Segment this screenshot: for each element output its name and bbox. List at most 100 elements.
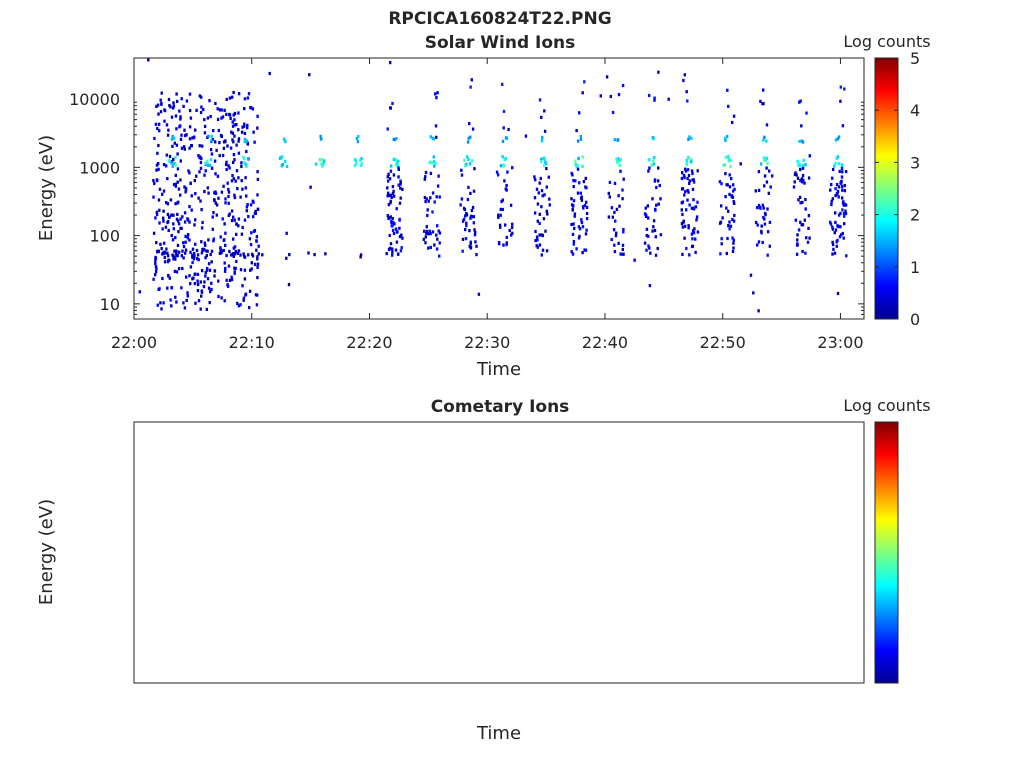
heatmap-cell <box>220 251 223 255</box>
heatmap-cell <box>473 228 476 232</box>
heatmap-cell <box>233 193 236 197</box>
heatmap-cell <box>226 144 229 148</box>
heatmap-cell <box>360 163 363 168</box>
heatmap-cell <box>763 135 766 139</box>
heatmap-cell <box>218 108 222 112</box>
heatmap-cell <box>687 156 691 160</box>
heatmap-cell <box>424 235 427 239</box>
heatmap-cell <box>794 171 797 175</box>
heatmap-cell <box>231 120 234 124</box>
heatmap-cell <box>687 173 691 178</box>
heatmap-cell <box>210 281 213 285</box>
heatmap-cell <box>843 202 846 206</box>
heatmap-cell <box>400 233 403 237</box>
heatmap-cell <box>256 257 259 261</box>
heatmap-cell <box>233 245 237 249</box>
heatmap-cell <box>844 211 848 216</box>
heatmap-cell <box>180 146 184 150</box>
heatmap-cell <box>171 106 175 110</box>
heatmap-cell <box>211 138 214 142</box>
heatmap-cell <box>188 205 191 209</box>
heatmap-cell <box>653 178 657 182</box>
heatmap-cell <box>572 242 575 246</box>
heatmap-cell <box>225 253 228 258</box>
heatmap-cell <box>796 233 799 237</box>
heatmap-cell <box>680 201 683 205</box>
heatmap-cell <box>176 254 179 258</box>
heatmap-cell <box>200 156 203 161</box>
heatmap-cell <box>284 139 287 143</box>
heatmap-cell <box>832 167 835 172</box>
heatmap-cell <box>199 166 203 170</box>
heatmap-cell <box>578 181 581 185</box>
heatmap-cell <box>652 219 656 223</box>
heatmap-cell <box>173 256 176 260</box>
heatmap-cell <box>838 169 841 173</box>
heatmap-cell <box>438 241 441 245</box>
heatmap-cell <box>162 219 165 223</box>
heatmap-cell <box>571 252 575 256</box>
heatmap-cell <box>160 91 163 95</box>
heatmap-cell <box>511 166 514 170</box>
heatmap-cell <box>256 170 259 174</box>
heatmap-cell <box>502 164 505 168</box>
heatmap-cell <box>508 228 511 233</box>
heatmap-cell <box>422 237 425 241</box>
heatmap-cell <box>386 214 389 218</box>
heatmap-cell <box>533 175 536 179</box>
heatmap-cell <box>693 227 696 231</box>
heatmap-cell <box>726 134 729 139</box>
panel-title: Cometary Ions <box>431 397 570 417</box>
heatmap-cell <box>425 229 429 233</box>
heatmap-cell <box>794 218 797 222</box>
heatmap-cell <box>795 243 799 247</box>
heatmap-cell <box>154 216 157 220</box>
heatmap-cell <box>762 102 765 106</box>
heatmap-cell <box>502 243 505 247</box>
heatmap-cell <box>253 140 256 144</box>
heatmap-cell <box>224 243 227 247</box>
heatmap-cell <box>245 139 249 143</box>
heatmap-cell <box>230 277 234 282</box>
heatmap-cell <box>319 158 323 162</box>
heatmap-cell <box>324 252 327 256</box>
heatmap-cell <box>388 246 392 250</box>
heatmap-cell <box>759 99 762 103</box>
heatmap-cell <box>237 137 241 141</box>
heatmap-cell <box>232 215 235 219</box>
heatmap-cell <box>207 163 210 168</box>
heatmap-cell <box>732 200 735 204</box>
heatmap-cell <box>544 162 548 166</box>
heatmap-cell <box>650 163 653 167</box>
heatmap-cell <box>645 248 648 252</box>
heatmap-cell <box>585 217 589 221</box>
heatmap-cell <box>159 98 162 102</box>
heatmap-cell <box>227 213 230 217</box>
heatmap-cell <box>219 248 222 252</box>
heatmap-cell <box>572 199 576 203</box>
heatmap-cell <box>761 203 765 207</box>
heatmap-cell <box>168 258 171 262</box>
heatmap-cell <box>648 246 651 250</box>
heatmap-cell <box>392 173 396 177</box>
heatmap-cell <box>167 128 170 132</box>
heatmap-cell <box>579 134 582 139</box>
heatmap-cell <box>257 252 260 256</box>
heatmap-cell <box>690 136 693 140</box>
heatmap-cell <box>252 215 255 219</box>
heatmap-cell <box>428 160 431 164</box>
heatmap-cell <box>155 163 159 167</box>
heatmap-cell <box>726 236 729 241</box>
heatmap-cell <box>843 222 846 226</box>
heatmap-cell <box>173 269 177 273</box>
heatmap-cell <box>254 293 258 297</box>
heatmap-cell <box>504 223 507 227</box>
heatmap-cell <box>248 237 252 241</box>
heatmap-cell <box>732 183 735 187</box>
heatmap-cell <box>546 212 549 216</box>
heatmap-cell <box>465 224 468 228</box>
heatmap-cell <box>731 236 734 240</box>
heatmap-cell <box>170 213 173 217</box>
heatmap-cell <box>840 175 844 179</box>
heatmap-cell <box>246 157 250 161</box>
